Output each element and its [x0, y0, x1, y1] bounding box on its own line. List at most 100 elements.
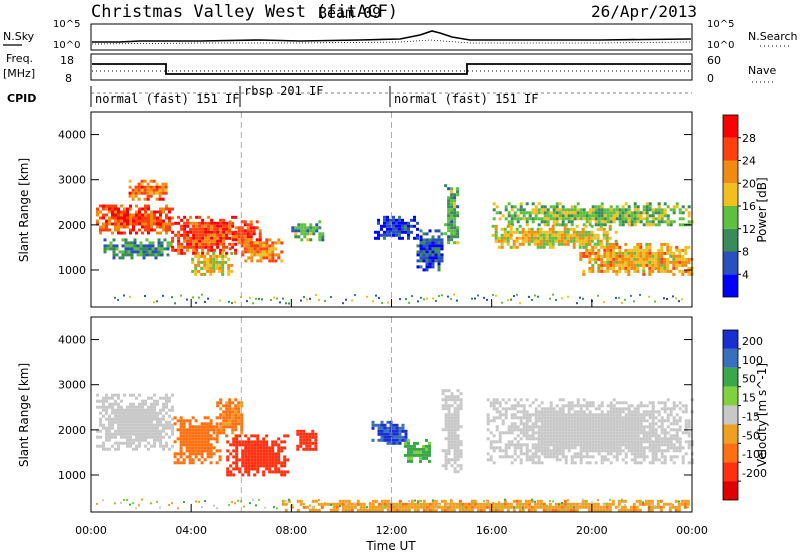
- echo-cell: [531, 401, 535, 405]
- echo-cell: [291, 229, 295, 233]
- echo-cell: [618, 223, 622, 227]
- echo-cell: [219, 422, 223, 426]
- echo-cell: [207, 248, 211, 252]
- echo-cell: [579, 461, 583, 465]
- echo-cell: [404, 441, 407, 445]
- echo-cell: [651, 260, 655, 264]
- echo-cell: [561, 452, 565, 456]
- echo-cell: [144, 408, 147, 412]
- echo-cell: [154, 247, 158, 251]
- echo-cell: [563, 242, 567, 246]
- echo-cell: [621, 266, 625, 270]
- echo-cell: [549, 297, 551, 300]
- echo-cell: [570, 214, 574, 218]
- echo-cell: [311, 441, 315, 445]
- echo-cell: [423, 505, 425, 508]
- echo-cell: [660, 211, 664, 215]
- echo-cell: [587, 236, 591, 240]
- echo-cell: [148, 244, 152, 248]
- echo-cell: [513, 404, 517, 408]
- echo-cell: [114, 411, 117, 415]
- echo-cell: [546, 416, 550, 420]
- echo-cell: [447, 410, 451, 414]
- echo-cell: [654, 449, 658, 453]
- echo-cell: [575, 233, 579, 237]
- echo-cell: [182, 422, 186, 426]
- echo-cell: [510, 407, 514, 411]
- echo-cell: [525, 452, 529, 456]
- echo-cell: [121, 253, 125, 257]
- echo-cell: [258, 229, 262, 233]
- echo-cell: [534, 461, 538, 465]
- echo-cell: [171, 444, 174, 448]
- echo-cell: [434, 256, 438, 260]
- echo-cell: [222, 419, 226, 423]
- echo-cell: [256, 446, 260, 450]
- echo-cell: [660, 425, 664, 429]
- echo-cell: [513, 413, 517, 417]
- noise-tick-top-right: 10^5: [707, 19, 734, 30]
- echo-cell: [146, 197, 150, 201]
- echo-cell: [173, 452, 177, 456]
- echo-cell: [155, 185, 159, 189]
- echo-cell: [259, 259, 263, 263]
- echo-cell: [539, 502, 543, 506]
- echo-cell: [555, 431, 559, 435]
- echo-cell: [654, 443, 658, 447]
- echo-cell: [309, 504, 311, 507]
- echo-cell: [130, 250, 134, 254]
- echo-cell: [543, 208, 547, 212]
- echo-cell: [135, 408, 138, 412]
- echo-cell: [650, 499, 654, 503]
- echo-cell: [615, 208, 619, 212]
- echo-cell: [299, 438, 303, 442]
- echo-cell: [321, 238, 325, 242]
- echo-cell: [177, 245, 181, 249]
- echo-cell: [447, 202, 451, 206]
- echo-cell: [606, 416, 610, 420]
- echo-cell: [247, 446, 251, 450]
- echo-cell: [573, 425, 577, 429]
- echo-cell: [138, 414, 141, 418]
- echo-cell: [259, 256, 263, 260]
- echo-cell: [123, 225, 126, 229]
- echo-cell: [141, 435, 144, 439]
- colorbar-label: -50: [742, 429, 760, 442]
- echo-cell: [268, 461, 272, 465]
- echo-cell: [642, 205, 646, 209]
- echo-cell: [434, 250, 438, 254]
- echo-cell: [576, 422, 580, 426]
- echo-cell: [657, 458, 661, 462]
- echo-cell: [566, 233, 570, 237]
- echo-cell: [597, 416, 601, 420]
- echo-cell: [274, 464, 278, 468]
- echo-cell: [247, 256, 251, 260]
- echo-cell: [542, 230, 546, 234]
- echo-cell: [159, 429, 162, 433]
- echo-cell: [525, 458, 529, 462]
- echo-cell: [229, 464, 233, 468]
- echo-cell: [225, 401, 229, 405]
- echo-cell: [654, 263, 658, 267]
- echo-cell: [633, 269, 637, 273]
- echo-cell: [495, 407, 499, 411]
- echo-cell: [612, 217, 616, 221]
- echo-cell: [129, 503, 131, 506]
- echo-cell: [438, 295, 440, 297]
- echo-cell: [231, 428, 235, 432]
- echo-cell: [419, 241, 423, 245]
- echo-cell: [678, 428, 682, 432]
- echo-cell: [605, 233, 609, 237]
- echo-cell: [159, 420, 162, 424]
- echo-cell: [600, 446, 604, 450]
- echo-cell: [404, 435, 408, 439]
- echo-cell: [171, 236, 175, 240]
- echo-cell: [256, 467, 260, 471]
- echo-cell: [154, 253, 158, 257]
- echo-cell: [407, 505, 411, 509]
- echo-cell: [160, 241, 164, 245]
- echo-cell: [180, 242, 184, 246]
- echo-cell: [216, 404, 220, 408]
- echo-cell: [150, 420, 153, 424]
- echo-cell: [540, 205, 544, 209]
